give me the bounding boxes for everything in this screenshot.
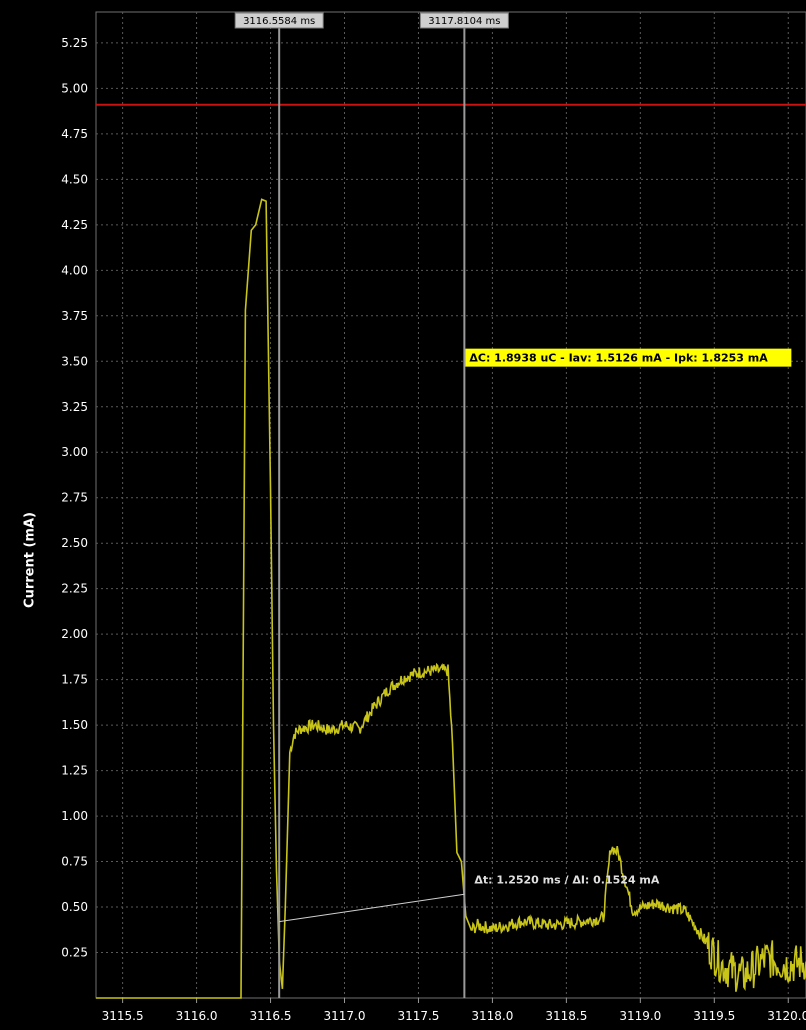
y-tick-label: 1.25 <box>61 764 88 778</box>
charge-annotation-box <box>465 348 792 367</box>
y-tick-label: 1.75 <box>61 673 88 687</box>
y-tick-label: 3.00 <box>61 445 88 459</box>
x-tick-label: 3115.5 <box>102 1009 144 1023</box>
y-tick-label: 2.00 <box>61 627 88 641</box>
cursor-label: 3117.8104 ms <box>428 16 500 27</box>
x-tick-label: 3118.5 <box>545 1009 587 1023</box>
x-tick-label: 3119.5 <box>693 1009 735 1023</box>
cursor-label-box <box>419 12 509 29</box>
y-tick-label: 4.50 <box>61 172 88 186</box>
y-tick-label: 2.50 <box>61 536 88 550</box>
x-tick-label: 3119.0 <box>619 1009 661 1023</box>
x-tick-label: 3117.5 <box>397 1009 439 1023</box>
x-tick-label: 3117.0 <box>324 1009 366 1023</box>
y-tick-label: 4.75 <box>61 127 88 141</box>
y-tick-label: 5.25 <box>61 36 88 50</box>
y-tick-label: 1.50 <box>61 718 88 732</box>
y-tick-label: 3.75 <box>61 309 88 323</box>
y-tick-label: 0.75 <box>61 855 88 869</box>
y-tick-label: 5.00 <box>61 81 88 95</box>
x-tick-label: 3118.0 <box>471 1009 513 1023</box>
y-tick-label: 2.75 <box>61 491 88 505</box>
y-tick-label: 4.25 <box>61 218 88 232</box>
y-tick-label: 0.50 <box>61 900 88 914</box>
x-tick-label: 3116.5 <box>250 1009 292 1023</box>
current-trace <box>96 198 806 999</box>
y-tick-label: 1.00 <box>61 809 88 823</box>
plot-area <box>95 11 806 999</box>
y-tick-label: 3.50 <box>61 354 88 368</box>
delta-annotation: Δt: 1.2520 ms / ΔI: 0.1524 mA <box>474 873 660 886</box>
delta-line <box>279 893 465 923</box>
y-tick-label: 4.00 <box>61 263 88 277</box>
charge-annotation: ΔC: 1.8938 uC - Iav: 1.5126 mA - Ipk: 1.… <box>469 352 768 365</box>
y-tick-label: 2.25 <box>61 582 88 596</box>
x-tick-label: 3116.0 <box>176 1009 218 1023</box>
cursor-label-box <box>234 12 324 29</box>
cursor-label: 3116.5584 ms <box>243 16 315 27</box>
x-tick-label: 3120.0 <box>767 1009 806 1023</box>
y-tick-label: 0.25 <box>61 946 88 960</box>
y-tick-label: 3.25 <box>61 400 88 414</box>
